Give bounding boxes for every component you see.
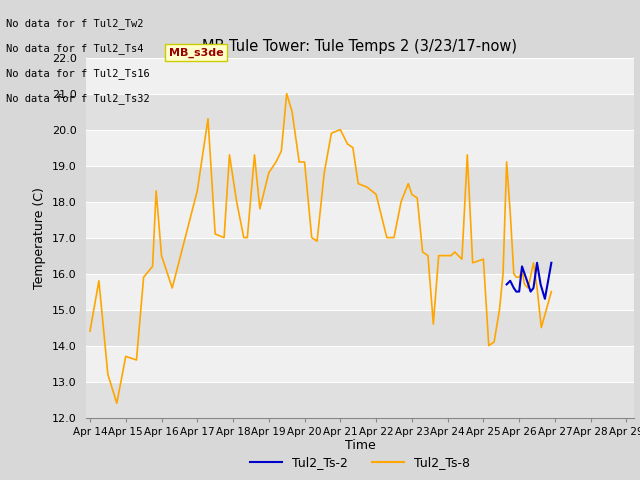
Tul2_Ts-8 (521, 282, 529, 288)
X-axis label: Time: Time (344, 439, 376, 453)
Tul2_Ts-2 (506, 278, 514, 284)
Tul2_Ts-8 (513, 275, 520, 280)
Text: No data for f Tul2_Tw2: No data for f Tul2_Tw2 (6, 18, 144, 29)
Bar (86, 130, 634, 166)
Y-axis label: Temperature (C): Temperature (C) (33, 187, 46, 288)
Tul2_Ts-8 (296, 159, 303, 165)
Legend: Tul2_Ts-2, Tul2_Ts-8: Tul2_Ts-2, Tul2_Ts-8 (245, 451, 475, 474)
Text: MB_s3de: MB_s3de (169, 48, 223, 58)
Tul2_Ts-2 (541, 296, 548, 301)
Tul2_Ts-8 (383, 235, 390, 240)
Tul2_Ts-2 (518, 264, 526, 269)
Tul2_Ts-2 (527, 289, 534, 295)
Bar (86, 310, 634, 346)
Tul2_Ts-8 (506, 210, 514, 216)
Tul2_Ts-8 (547, 289, 555, 295)
Line: Tul2_Ts-8: Tul2_Ts-8 (90, 94, 551, 403)
Tul2_Ts-8 (113, 400, 121, 406)
Tul2_Ts-2 (513, 289, 520, 295)
Bar (86, 382, 634, 418)
Tul2_Ts-8 (86, 328, 94, 334)
Tul2_Ts-2 (523, 278, 531, 284)
Text: No data for f Tul2_Ts16: No data for f Tul2_Ts16 (6, 68, 150, 79)
Tul2_Ts-2 (503, 282, 511, 288)
Line: Tul2_Ts-2: Tul2_Ts-2 (507, 263, 551, 299)
Bar (86, 202, 634, 238)
Bar (86, 346, 634, 382)
Bar (86, 94, 634, 130)
Bar (86, 238, 634, 274)
Bar (86, 166, 634, 202)
Tul2_Ts-2 (515, 289, 523, 295)
Text: No data for f Tul2_Ts32: No data for f Tul2_Ts32 (6, 93, 150, 104)
Tul2_Ts-2 (547, 260, 555, 265)
Tul2_Ts-2 (521, 271, 529, 276)
Tul2_Ts-2 (533, 260, 541, 265)
Tul2_Ts-8 (240, 235, 248, 240)
Tul2_Ts-2 (537, 282, 545, 288)
Tul2_Ts-8 (283, 91, 291, 96)
Tul2_Ts-2 (530, 285, 538, 291)
Tul2_Ts-2 (510, 285, 518, 291)
Bar (86, 58, 634, 94)
Bar (86, 274, 634, 310)
Text: No data for f Tul2_Ts4: No data for f Tul2_Ts4 (6, 43, 144, 54)
Title: MB Tule Tower: Tule Temps 2 (3/23/17-now): MB Tule Tower: Tule Temps 2 (3/23/17-now… (202, 39, 518, 54)
